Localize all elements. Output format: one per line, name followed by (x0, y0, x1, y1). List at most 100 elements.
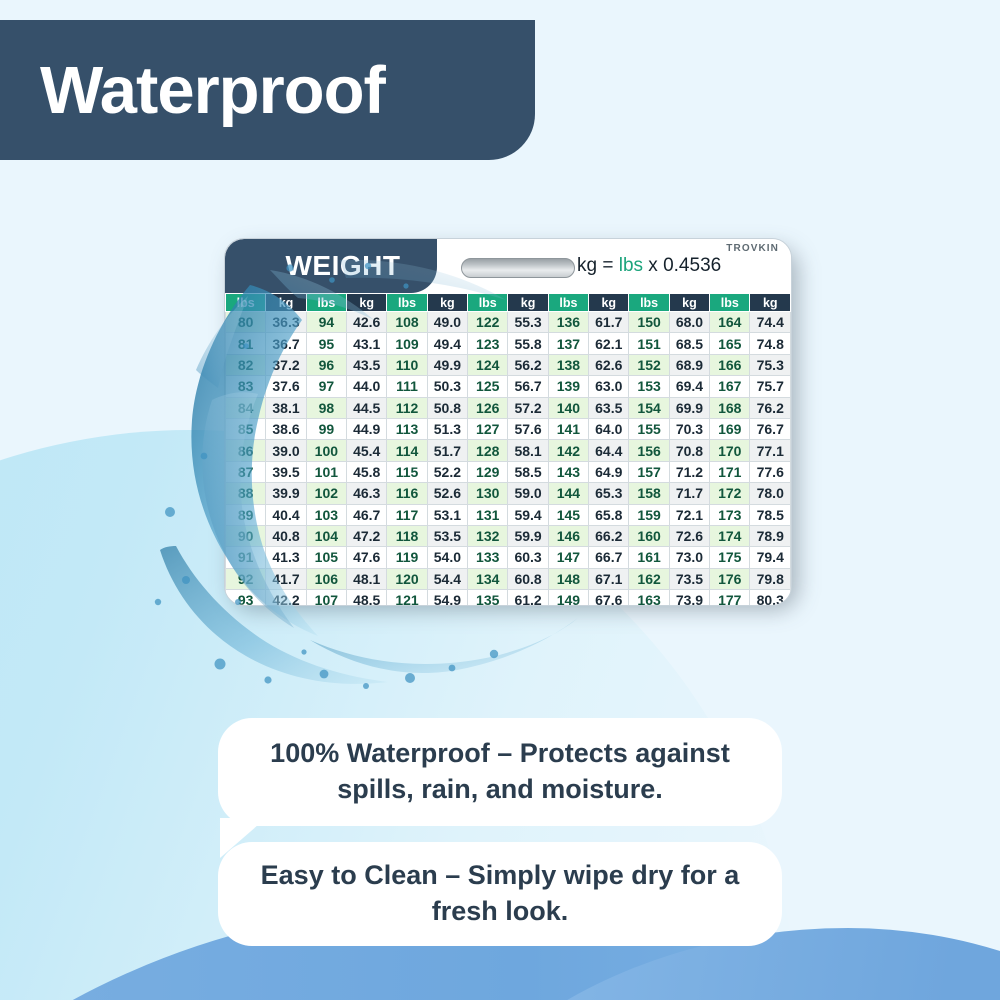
cell-lbs: 133 (467, 546, 509, 569)
cell-kg: 78.9 (749, 524, 791, 548)
cell-lbs: 97 (305, 375, 348, 398)
cell-kg: 64.4 (588, 439, 630, 462)
cell-lbs: 166 (709, 353, 751, 377)
cell-lbs: 156 (628, 439, 670, 462)
cell-lbs: 94 (305, 310, 348, 334)
cell-kg: 66.2 (588, 524, 630, 548)
card-title: WEIGHT (285, 250, 401, 281)
cell-kg: 64.9 (588, 460, 630, 484)
cell-kg: 62.6 (588, 353, 630, 377)
formula-prefix: kg = (577, 255, 619, 276)
cell-lbs: 144 (547, 482, 590, 505)
cell-lbs: 162 (628, 567, 670, 591)
cell-kg: 45.8 (346, 460, 388, 484)
cell-lbs: 110 (386, 353, 428, 377)
cell-kg: 63.0 (588, 375, 630, 398)
cell-lbs: 173 (709, 503, 751, 526)
cell-kg: 65.8 (588, 503, 630, 526)
column-header-kg-1: kg (265, 293, 307, 312)
conversion-table: lbs kg lbs kg lbs kg lbs kg lbs kg lbs kg lbs kg 80 36… (225, 293, 791, 605)
table-row: 82 37.2 96 43.5 110 49.9 124 56.2 138 62.6 152 68.9… (225, 353, 791, 377)
cell-kg: 74.4 (749, 310, 791, 334)
cell-kg: 39.0 (265, 439, 307, 462)
cell-kg: 52.6 (426, 482, 469, 505)
cell-lbs: 100 (305, 439, 348, 462)
column-header-kg-3: kg (346, 293, 388, 312)
column-header-lbs-10: lbs (628, 293, 670, 312)
conversion-table-body: 80 36.3 94 42.6 108 49.0 122 55.3 136 61.7 150 68.0… (225, 310, 791, 605)
cell-kg: 79.8 (749, 567, 791, 591)
cell-lbs: 152 (628, 353, 670, 377)
cell-lbs: 126 (467, 396, 509, 419)
cell-lbs: 158 (628, 482, 670, 505)
cell-kg: 68.5 (668, 332, 711, 355)
cell-kg: 60.8 (507, 567, 549, 591)
cell-kg: 37.6 (265, 375, 307, 398)
cell-lbs: 115 (386, 460, 428, 484)
cell-lbs: 167 (709, 375, 751, 398)
column-header-lbs-0: lbs (225, 293, 267, 312)
cell-lbs: 89 (225, 503, 267, 526)
cell-kg: 51.3 (426, 417, 469, 441)
cell-kg: 64.0 (588, 417, 630, 441)
cell-lbs: 112 (386, 396, 428, 419)
cell-lbs: 105 (305, 546, 348, 569)
cell-lbs: 116 (386, 482, 428, 505)
cell-kg: 76.7 (749, 417, 791, 441)
cell-kg: 72.1 (668, 503, 711, 526)
table-row: 86 39.0 100 45.4 114 51.7 128 58.1 142 64.4 156 70.… (225, 439, 791, 462)
weight-banner: WEIGHT (225, 239, 437, 293)
cell-kg: 56.7 (507, 375, 549, 398)
cell-lbs: 130 (467, 482, 509, 505)
cell-lbs: 102 (305, 482, 348, 505)
cell-kg: 68.0 (668, 310, 711, 334)
cell-lbs: 84 (225, 396, 267, 419)
cell-lbs: 107 (305, 589, 348, 605)
table-row: 91 41.3 105 47.6 119 54.0 133 60.3 147 66.7 161 73.… (225, 546, 791, 569)
cell-kg: 38.1 (265, 396, 307, 419)
cell-kg: 41.7 (265, 567, 307, 591)
column-header-kg-5: kg (426, 293, 469, 312)
cell-lbs: 138 (547, 353, 590, 377)
cell-kg: 54.9 (426, 589, 469, 605)
cell-lbs: 136 (547, 310, 590, 334)
cell-kg: 53.1 (426, 503, 469, 526)
cell-lbs: 119 (386, 546, 428, 569)
cell-kg: 51.7 (426, 439, 469, 462)
cell-kg: 55.8 (507, 332, 549, 355)
cell-lbs: 118 (386, 524, 428, 548)
cell-lbs: 170 (709, 439, 751, 462)
column-header-kg-7: kg (507, 293, 549, 312)
table-header-row: lbs kg lbs kg lbs kg lbs kg lbs kg lbs kg lbs kg (225, 293, 791, 312)
cell-lbs: 80 (225, 310, 267, 334)
callout-text: 100% Waterproof – Protects against spill… (270, 738, 730, 804)
cell-kg: 65.3 (588, 482, 630, 505)
cell-kg: 47.6 (346, 546, 388, 569)
formula-accent: lbs (618, 255, 644, 276)
card-header: WEIGHT kg = lbs x 0.4536 TROVKIN (225, 239, 791, 293)
column-header-lbs-2: lbs (305, 293, 348, 312)
cell-kg: 50.8 (426, 396, 469, 419)
cell-kg: 43.1 (346, 332, 388, 355)
cell-lbs: 129 (467, 460, 509, 484)
cell-lbs: 153 (628, 375, 670, 398)
column-header-lbs-8: lbs (547, 293, 590, 312)
cell-kg: 60.3 (507, 546, 549, 569)
cell-lbs: 161 (628, 546, 670, 569)
cell-lbs: 151 (628, 332, 670, 355)
cell-lbs: 157 (628, 460, 670, 484)
cell-lbs: 101 (305, 460, 348, 484)
column-header-kg-13: kg (749, 293, 791, 312)
cell-lbs: 128 (467, 439, 509, 462)
formula-suffix: x 0.4536 (643, 255, 722, 276)
cell-kg: 45.4 (346, 439, 388, 462)
cell-kg: 67.6 (588, 589, 630, 605)
conversion-formula: kg = lbs x 0.4536 (577, 255, 721, 277)
cell-lbs: 106 (305, 567, 348, 591)
cell-kg: 79.4 (749, 546, 791, 569)
cell-lbs: 145 (547, 503, 590, 526)
cell-kg: 54.0 (426, 546, 469, 569)
cell-lbs: 155 (628, 417, 670, 441)
cell-kg: 58.1 (507, 439, 549, 462)
